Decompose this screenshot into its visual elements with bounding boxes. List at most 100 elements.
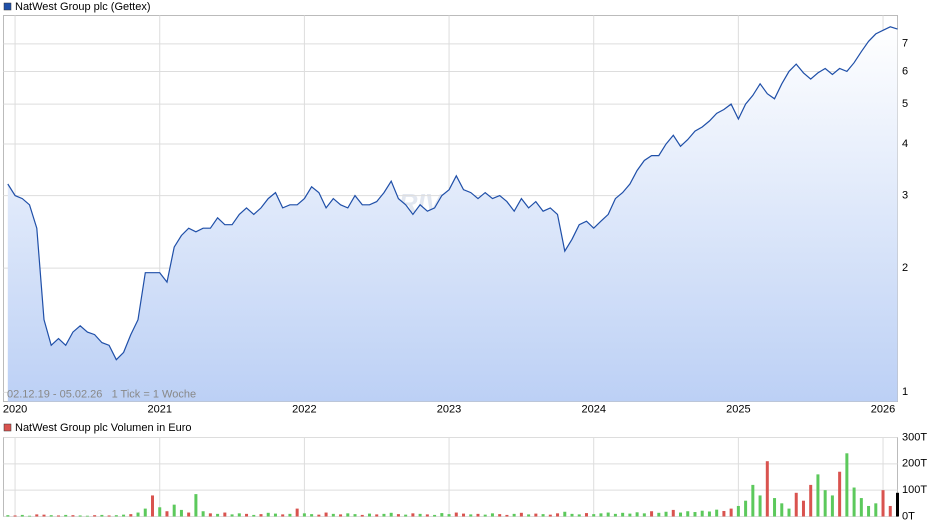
volume-bar [751,484,755,517]
volume-bar [823,490,827,517]
y-tick-label: 200T [902,458,927,470]
y-tick-label: 0T [902,510,915,522]
volume-bar [433,514,437,517]
volume-bar [628,513,632,517]
volume-bar [310,514,314,517]
volume-bar [208,513,212,517]
volume-bar [339,514,343,517]
volume-bar [331,513,335,517]
volume-bar [404,514,408,517]
volume-bar [888,505,892,517]
volume-bar [548,514,552,517]
volume-bar [606,512,610,517]
volume-bar [498,514,502,517]
y-tick-label: 4 [902,138,908,150]
volume-bar [765,461,769,517]
x-tick-label: 2023 [437,403,461,415]
volume-bar [93,515,97,517]
volume-bar [172,504,176,517]
volume-bar [809,484,813,517]
x-tick-label: 2025 [726,403,750,415]
volume-bar [151,495,154,517]
y-tick-label: 3 [902,189,908,201]
volume-bar [122,514,126,517]
volume-bar [295,508,299,517]
volume-bar [216,513,220,517]
y-tick-label: 100T [902,484,927,496]
volume-bar [787,508,791,517]
volume-bar [599,513,603,517]
volume-bar [353,514,357,517]
price-line [7,26,898,361]
volume-bar [469,514,473,517]
x-tick-label: 2026 [871,403,895,415]
legend-label: NatWest Group plc (Gettex) [15,1,151,13]
y-tick-label: 5 [902,98,908,110]
volume-bar [693,512,697,517]
y-tick-label: 7 [902,38,908,50]
volume-bar [758,495,762,517]
x-tick-label: 2024 [581,403,605,415]
volume-bar [642,513,646,517]
volume-bar [729,508,733,517]
volume-bar [541,514,545,517]
volume-bar [259,514,263,517]
volume-bar [100,514,104,517]
volume-bar [49,515,53,517]
volume-bar [302,513,306,517]
volume-bar [671,509,675,517]
volume-bar [859,498,863,517]
volume-bar [650,511,654,517]
volume-bar [519,512,523,517]
volume-bar [527,514,531,517]
legend-label: NatWest Group plc Volumen in Euro [15,422,192,434]
volume-bar [462,513,466,517]
volume-bar [288,513,292,517]
volume-bar [85,515,89,517]
volume-bar [490,513,494,517]
volume-bar [505,514,509,517]
volume-bar [382,513,386,517]
volume-bar [346,513,350,517]
volume-bar [324,512,328,517]
volume-bar [657,512,661,517]
volume-bar [179,509,183,517]
volume-bar [852,487,856,517]
x-tick-label: 2021 [147,403,171,415]
volume-bar [440,513,444,517]
x-tick-label: 2022 [292,403,316,415]
volume-bar [801,500,805,517]
volume-bar [64,514,68,517]
volume-bar [223,512,227,517]
volume-bar [707,511,711,517]
volume-bar [454,512,458,517]
volume-bar [237,513,241,517]
volume-bar [13,515,17,517]
volume-bar [896,492,899,517]
volume-bar [773,498,777,517]
volume-bar [700,510,704,517]
volume-bar [635,512,639,517]
legend-swatch [3,2,12,11]
volume-bar [187,512,191,517]
volume-bar [867,505,871,517]
volume-bar [780,503,784,517]
volume-bar [794,492,798,517]
volume-bar [245,513,249,517]
volume-bar [375,514,379,517]
volume-bar [425,514,429,517]
volume-bar [367,513,371,517]
volume-bar [56,515,60,517]
volume-bar [874,503,878,517]
volume-bar [143,508,147,517]
volume-bar [266,512,270,517]
y-tick-label: 6 [902,65,908,77]
volume-bar [252,514,256,517]
volume-bar [577,514,581,517]
y-tick-label: 1 [902,386,908,398]
volume-bar [881,490,885,517]
volume-bar [621,512,625,517]
volume-bar [613,513,617,517]
volume-bar [165,511,169,517]
